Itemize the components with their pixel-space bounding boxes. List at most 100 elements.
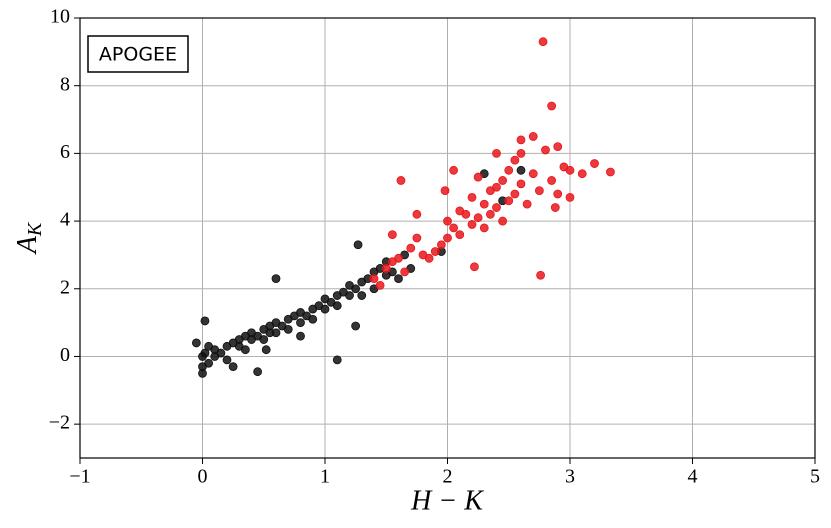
y-tick-label: 8 <box>60 73 70 95</box>
point <box>590 159 599 168</box>
point <box>461 209 471 219</box>
point <box>504 196 514 206</box>
y-tick-label: 10 <box>50 6 70 28</box>
point <box>470 262 479 272</box>
point <box>467 220 477 229</box>
point <box>498 216 508 226</box>
point <box>283 324 293 334</box>
y-axis-label-sub: K <box>24 221 46 237</box>
point <box>351 321 361 331</box>
y-tick-label: −2 <box>49 412 70 434</box>
point <box>479 223 489 233</box>
point <box>381 264 391 273</box>
point <box>345 291 354 300</box>
point <box>553 189 563 199</box>
point <box>204 358 214 368</box>
point <box>357 291 367 300</box>
point <box>536 270 545 280</box>
point <box>394 253 403 263</box>
point <box>387 230 397 240</box>
point <box>492 182 501 192</box>
point <box>216 348 226 358</box>
point <box>261 345 271 355</box>
point <box>504 165 514 175</box>
point <box>412 209 422 219</box>
point <box>516 165 526 175</box>
point <box>492 203 501 212</box>
point <box>498 176 508 185</box>
y-axis-label: AK <box>12 221 45 255</box>
point <box>296 318 305 328</box>
point <box>424 253 434 263</box>
point <box>332 301 342 311</box>
x-tick-label: −1 <box>69 466 90 488</box>
point <box>369 274 379 284</box>
point <box>394 274 403 284</box>
point <box>396 176 406 185</box>
point <box>449 165 459 175</box>
point <box>430 247 440 256</box>
x-tick-label: 2 <box>443 466 453 488</box>
point <box>516 179 526 189</box>
point <box>538 37 548 47</box>
point <box>534 186 544 196</box>
point <box>473 172 483 182</box>
point <box>308 314 318 324</box>
point <box>606 167 615 177</box>
point <box>473 213 483 223</box>
point <box>449 223 459 233</box>
point <box>296 331 305 341</box>
y-tick-label: 6 <box>60 141 70 163</box>
point <box>198 368 207 378</box>
points <box>191 37 615 378</box>
annotation: APOGEE <box>99 44 177 66</box>
x-tick-label: 5 <box>810 466 820 488</box>
y-tick-label: 2 <box>60 276 70 298</box>
point <box>351 284 361 294</box>
point <box>412 233 422 243</box>
point <box>332 355 342 365</box>
x-tick-label: 0 <box>198 466 208 488</box>
point <box>528 169 538 179</box>
point <box>455 230 465 240</box>
point <box>440 186 450 196</box>
point <box>510 155 520 165</box>
y-axis-label-main: A <box>12 235 43 255</box>
x-axis-label: H − K <box>410 485 484 516</box>
point <box>436 240 446 250</box>
point <box>492 148 501 158</box>
point <box>510 189 520 199</box>
point <box>577 169 587 179</box>
point <box>541 145 550 155</box>
point <box>271 274 281 284</box>
point <box>547 101 557 111</box>
point <box>522 199 532 209</box>
point <box>200 316 210 326</box>
point <box>222 355 232 365</box>
point <box>253 367 263 377</box>
point <box>320 304 330 314</box>
point <box>516 135 526 145</box>
point <box>553 142 563 152</box>
point <box>259 335 269 344</box>
x-tick-label: 4 <box>688 466 698 488</box>
point <box>443 216 452 226</box>
point <box>550 203 560 212</box>
point <box>353 240 363 250</box>
point <box>565 165 575 175</box>
point <box>271 328 281 338</box>
point <box>406 243 416 253</box>
point <box>240 345 250 355</box>
point <box>400 267 410 277</box>
point <box>547 176 557 185</box>
point <box>467 192 477 202</box>
point <box>516 148 526 158</box>
x-tick-label: 1 <box>320 466 330 488</box>
point <box>228 362 238 372</box>
point <box>443 233 452 243</box>
annotation-box <box>87 35 189 73</box>
point <box>485 209 495 219</box>
point <box>479 199 489 209</box>
